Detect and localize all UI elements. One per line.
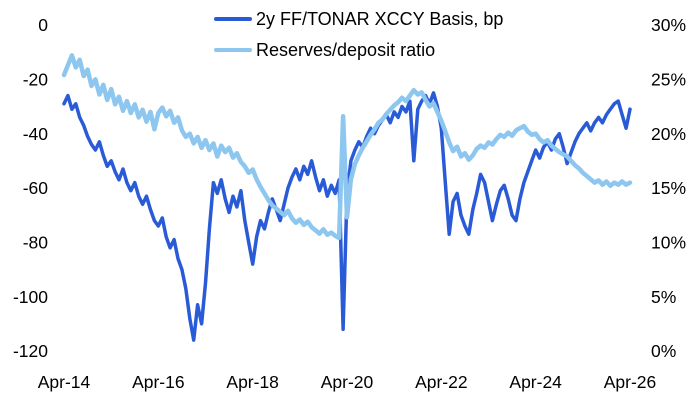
legend-item-ratio: Reserves/deposit ratio bbox=[214, 39, 503, 61]
right-axis-tick-label: 5% bbox=[651, 287, 676, 307]
right-axis-tick-label: 10% bbox=[651, 232, 686, 252]
left-axis-tick-label: -100 bbox=[13, 287, 48, 307]
left-axis-tick-label: 0 bbox=[38, 15, 48, 35]
right-axis-tick-label: 30% bbox=[651, 15, 686, 35]
right-axis-tick-label: 25% bbox=[651, 69, 686, 89]
legend-label-basis: 2y FF/TONAR XCCY Basis, bp bbox=[256, 9, 504, 29]
x-axis-tick-label: Apr-24 bbox=[509, 372, 562, 392]
x-axis-tick-label: Apr-18 bbox=[226, 372, 279, 392]
right-axis-tick-label: 15% bbox=[651, 178, 686, 198]
x-axis-tick-label: Apr-22 bbox=[415, 372, 468, 392]
basis-line-swatch bbox=[214, 17, 252, 21]
x-axis-tick-label: Apr-26 bbox=[604, 372, 657, 392]
left-axis-tick-label: -20 bbox=[23, 69, 49, 89]
ratio-series-line bbox=[61, 53, 633, 241]
right-axis-tick-label: 0% bbox=[651, 341, 676, 361]
legend-item-basis: 2y FF/TONAR XCCY Basis, bp bbox=[214, 8, 503, 30]
left-axis-tick-label: -60 bbox=[23, 178, 49, 198]
x-axis-tick-label: Apr-16 bbox=[132, 372, 185, 392]
x-axis-tick-label: Apr-20 bbox=[321, 372, 374, 392]
left-axis-tick-label: -40 bbox=[23, 124, 49, 144]
left-axis-tick-label: -120 bbox=[13, 341, 48, 361]
right-axis-tick-label: 20% bbox=[651, 124, 686, 144]
x-axis-tick-label: Apr-14 bbox=[38, 372, 91, 392]
ratio-line-swatch bbox=[214, 48, 252, 52]
legend-label-ratio: Reserves/deposit ratio bbox=[256, 40, 436, 60]
left-axis-tick-label: -80 bbox=[23, 232, 49, 252]
chart-legend: 2y FF/TONAR XCCY Basis, bp Reserves/depo… bbox=[214, 8, 503, 61]
